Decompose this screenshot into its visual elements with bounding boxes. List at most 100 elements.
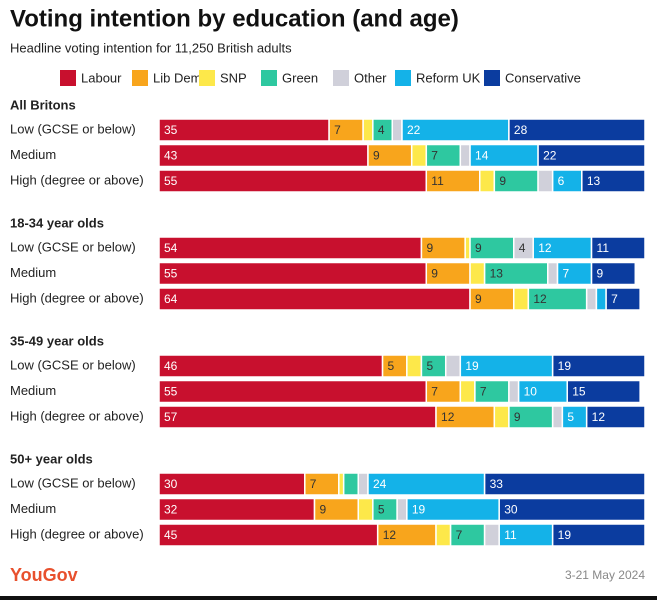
bar-segment (391, 118, 403, 142)
bar-segment (459, 143, 471, 168)
category-label: Low (GCSE or below) (10, 121, 136, 136)
value-label: 64 (164, 292, 178, 306)
value-label: 15 (572, 385, 586, 399)
value-label: 55 (164, 267, 178, 281)
group-title: All Britons (10, 97, 76, 112)
value-label: 13 (490, 267, 504, 281)
value-label: 9 (475, 241, 482, 255)
value-label: 9 (431, 267, 438, 281)
value-label: 30 (504, 503, 518, 517)
value-label: 12 (533, 292, 547, 306)
value-label: 13 (587, 174, 601, 188)
value-label: 5 (567, 410, 574, 424)
bar-segment (158, 261, 428, 286)
bar-segment (551, 523, 646, 547)
bar-segment (357, 497, 374, 522)
legend-swatch (484, 70, 500, 86)
bar-segment (581, 169, 646, 193)
value-label: 5 (378, 503, 385, 517)
bar-segment (158, 236, 423, 260)
value-label: 11 (597, 241, 610, 255)
value-label: 7 (456, 528, 463, 542)
logo: YouGov (10, 565, 78, 585)
group-title: 35-49 year olds (10, 333, 104, 348)
value-label: 9 (320, 503, 327, 517)
value-label: 22 (543, 149, 557, 163)
value-label: 55 (164, 385, 178, 399)
bar-segment (595, 287, 607, 311)
category-label: High (degree or above) (10, 408, 144, 423)
bar-segment (537, 169, 554, 193)
value-label: 11 (431, 174, 444, 188)
bar-segment (158, 169, 428, 193)
bar-segment (561, 405, 588, 429)
value-label: 45 (164, 528, 178, 542)
value-label: 19 (558, 528, 572, 542)
bar-segment (158, 143, 369, 168)
value-label: 35 (164, 123, 178, 137)
category-label: High (degree or above) (10, 172, 144, 187)
bar-segment (537, 143, 646, 168)
bar-segment (551, 354, 646, 378)
value-label: 19 (558, 359, 572, 373)
value-label: 7 (611, 292, 618, 306)
bar-segment (158, 354, 384, 378)
bar-segment (444, 354, 462, 378)
value-label: 5 (426, 359, 433, 373)
value-label: 28 (514, 123, 528, 137)
group-title: 50+ year olds (10, 451, 93, 466)
category-label: High (degree or above) (10, 290, 144, 305)
category-label: Medium (10, 501, 56, 516)
value-label: 9 (499, 174, 506, 188)
bar-segment (158, 405, 437, 429)
value-label: 46 (164, 359, 178, 373)
bar-segment (493, 405, 510, 429)
value-label: 32 (164, 503, 178, 517)
value-label: 55 (164, 174, 178, 188)
category-label: Low (GCSE or below) (10, 239, 136, 254)
legend-label: Conservative (505, 70, 581, 85)
legend-label: Green (282, 70, 318, 85)
category-label: Medium (10, 147, 56, 162)
value-label: 54 (164, 241, 178, 255)
bar-segment (158, 287, 471, 311)
legend-swatch (132, 70, 148, 86)
bar-segment (158, 472, 306, 496)
bar-segment (410, 143, 428, 168)
value-label: 9 (475, 292, 482, 306)
value-label: 9 (597, 267, 604, 281)
value-label: 7 (334, 123, 341, 137)
bar-segment (508, 118, 646, 142)
date: 3-21 May 2024 (565, 568, 645, 582)
bar-segment (158, 523, 379, 547)
bar-segment (459, 379, 476, 404)
group-title: 18-34 year olds (10, 215, 104, 230)
chart-subtitle: Headline voting intention for 11,250 Bri… (10, 40, 292, 55)
category-label: Low (GCSE or below) (10, 357, 136, 372)
value-label: 9 (426, 241, 433, 255)
bar-segment (483, 523, 500, 547)
bar-segment (435, 523, 452, 547)
value-label: 7 (431, 149, 438, 163)
value-label: 7 (563, 267, 570, 281)
bar-segment (590, 236, 646, 260)
bar-segment (479, 169, 496, 193)
category-label: High (degree or above) (10, 526, 144, 541)
bar-segment (372, 497, 398, 522)
bar-segment (585, 405, 646, 429)
value-label: 6 (558, 174, 565, 188)
bar-segment (498, 497, 646, 522)
bar-segment (469, 261, 486, 286)
bar-segment (357, 472, 369, 496)
category-label: Low (GCSE or below) (10, 475, 136, 490)
value-label: 33 (490, 477, 504, 491)
legend-swatch (333, 70, 349, 86)
bar-segment (381, 354, 408, 378)
value-label: 43 (164, 149, 178, 163)
value-label: 19 (412, 503, 426, 517)
bottom-rule (0, 596, 657, 600)
value-label: 9 (514, 410, 521, 424)
chart-title: Voting intention by education (and age) (10, 5, 459, 32)
value-label: 57 (164, 410, 178, 424)
